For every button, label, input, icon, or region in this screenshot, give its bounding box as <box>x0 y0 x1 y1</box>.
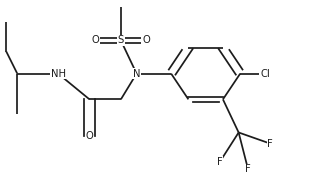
Text: S: S <box>118 36 124 45</box>
Text: F: F <box>217 157 223 167</box>
Text: O: O <box>92 36 100 45</box>
Text: Cl: Cl <box>261 69 270 79</box>
Text: NH: NH <box>51 69 66 79</box>
Text: O: O <box>142 36 150 45</box>
Text: F: F <box>267 139 273 148</box>
Text: F: F <box>245 164 251 174</box>
Text: O: O <box>86 131 93 141</box>
Text: N: N <box>133 69 140 79</box>
